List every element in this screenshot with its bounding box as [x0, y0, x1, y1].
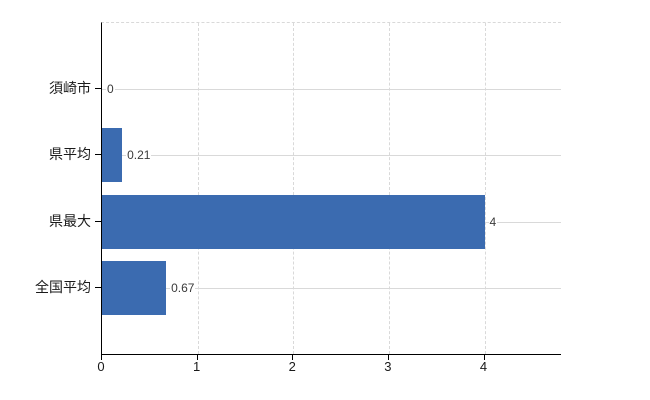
bar-value-label-2: 4	[488, 214, 498, 229]
x-axis-tick-3	[387, 354, 389, 360]
bar-value-label-0: 0	[106, 82, 115, 97]
category-label-3: 全国平均	[35, 278, 91, 295]
x-axis-tick-0	[101, 354, 102, 360]
y-axis-tick-2	[95, 220, 101, 222]
category-label-0: 須崎市	[49, 80, 91, 97]
category-label-2: 県最大	[49, 212, 91, 229]
vertical-gridline-3	[388, 23, 390, 354]
y-axis-tick-1	[95, 154, 101, 156]
y-axis-tick-3	[95, 286, 101, 288]
bar-3	[102, 260, 167, 315]
category-label-1: 県平均	[49, 146, 91, 163]
bar-value-label-1: 0.21	[126, 148, 152, 163]
bar-value-label-3: 0.67	[170, 280, 196, 295]
plot-area: 0 0.21 4 0.67	[101, 22, 561, 355]
x-axis-tick-2	[292, 354, 294, 360]
horizontal-gridline-row-1	[102, 155, 561, 157]
vertical-gridline-4	[484, 23, 486, 354]
x-axis-tick-1	[196, 354, 198, 360]
x-axis-tick-label-0: 0	[97, 359, 105, 374]
horizontal-gridline-row-0	[102, 89, 561, 91]
horizontal-gridline-row-3	[102, 287, 561, 289]
x-axis-tick-label-3: 3	[384, 359, 392, 374]
x-axis-tick-label-1: 1	[193, 359, 201, 374]
bar-2	[102, 194, 485, 249]
x-axis-tick-label-2: 2	[288, 359, 296, 374]
x-axis-tick-label-4: 4	[479, 359, 488, 374]
x-axis-tick-4	[483, 354, 485, 360]
y-axis-tick-0	[95, 88, 101, 90]
vertical-gridline-2	[293, 23, 295, 354]
vertical-gridline-1	[197, 23, 199, 354]
bar-1	[102, 128, 123, 183]
